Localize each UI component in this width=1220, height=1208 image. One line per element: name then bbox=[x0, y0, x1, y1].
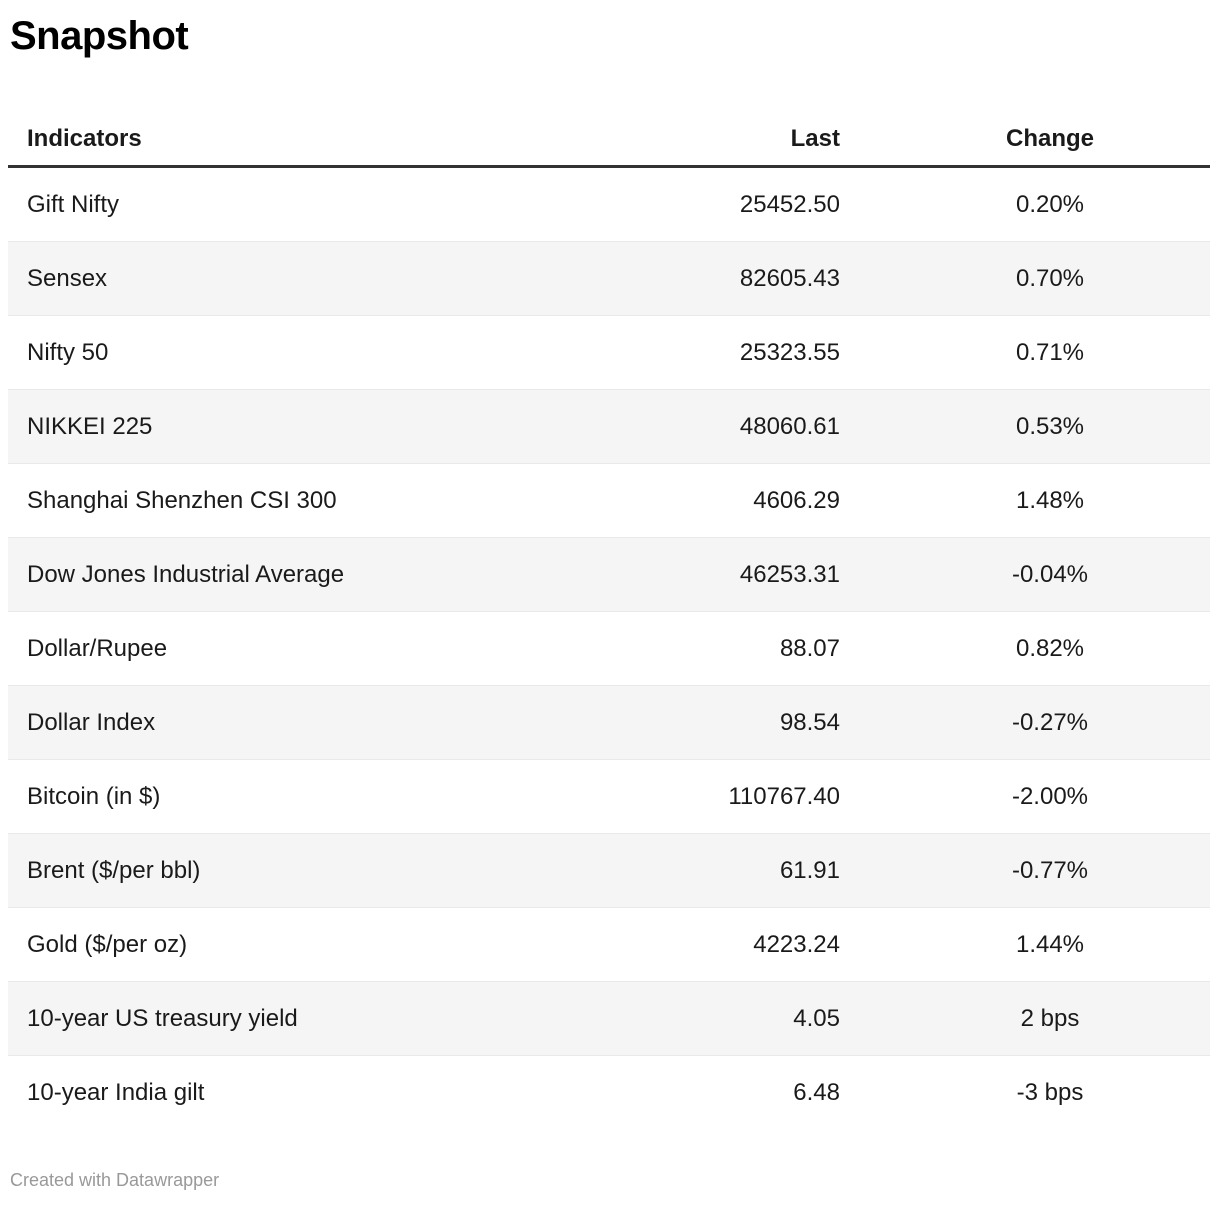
indicator-cell: Gift Nifty bbox=[27, 190, 120, 218]
change-cell: 0.20% bbox=[1015, 190, 1085, 218]
indicator-cell: Brent ($/per bbl) bbox=[27, 856, 201, 884]
table-row: Dollar Index 98.54 -0.27% bbox=[8, 686, 1210, 760]
last-cell: 4.05 bbox=[793, 1004, 840, 1032]
last-cell: 4606.29 bbox=[753, 486, 840, 514]
indicator-cell: Bitcoin (in $) bbox=[27, 782, 161, 810]
last-cell: 98.54 bbox=[779, 708, 840, 736]
table-row: Gold ($/per oz) 4223.24 1.44% bbox=[8, 908, 1210, 982]
table-row: Sensex 82605.43 0.70% bbox=[8, 242, 1210, 316]
change-cell: -0.77% bbox=[1011, 856, 1089, 884]
datawrapper-credit-link[interactable]: Created with Datawrapper bbox=[10, 1170, 220, 1190]
table-header-row: Indicators Last Change bbox=[8, 112, 1210, 168]
indicator-cell: Shanghai Shenzhen CSI 300 bbox=[27, 486, 337, 514]
page-title: Snapshot bbox=[10, 14, 189, 58]
indicator-cell: Nifty 50 bbox=[27, 338, 109, 366]
indicator-cell: Dollar Index bbox=[27, 708, 156, 736]
table-row: Brent ($/per bbl) 61.91 -0.77% bbox=[8, 834, 1210, 908]
indicator-cell: Sensex bbox=[27, 264, 108, 292]
table-row: Nifty 50 25323.55 0.71% bbox=[8, 316, 1210, 390]
column-header-indicators: Indicators bbox=[27, 124, 142, 152]
column-header-last: Last bbox=[790, 124, 840, 152]
change-cell: 0.82% bbox=[1015, 634, 1085, 662]
last-cell: 61.91 bbox=[779, 856, 840, 884]
indicator-cell: Dow Jones Industrial Average bbox=[27, 560, 345, 588]
table-row: Bitcoin (in $) 110767.40 -2.00% bbox=[8, 760, 1210, 834]
last-cell: 25323.55 bbox=[739, 338, 840, 366]
last-cell: 110767.40 bbox=[728, 782, 840, 810]
column-header-change: Change bbox=[1005, 124, 1094, 152]
last-cell: 88.07 bbox=[779, 634, 840, 662]
table-row: NIKKEI 225 48060.61 0.53% bbox=[8, 390, 1210, 464]
indicators-table: Indicators Last Change Gift Nifty 25452.… bbox=[8, 112, 1210, 1130]
last-cell: 6.48 bbox=[793, 1079, 840, 1106]
table-row: Shanghai Shenzhen CSI 300 4606.29 1.48% bbox=[8, 464, 1210, 538]
last-cell: 82605.43 bbox=[739, 264, 840, 292]
last-cell: 46253.31 bbox=[739, 560, 840, 588]
table-row: Dollar/Rupee 88.07 0.82% bbox=[8, 612, 1210, 686]
change-cell: 1.44% bbox=[1015, 930, 1085, 958]
table-row: 10-year India gilt 6.48 -3 bps bbox=[8, 1056, 1210, 1130]
indicator-cell: 10-year US treasury yield bbox=[27, 1004, 298, 1032]
change-cell: 0.53% bbox=[1015, 412, 1085, 440]
change-cell: 2 bps bbox=[1020, 1004, 1080, 1032]
indicator-cell: Gold ($/per oz) bbox=[27, 930, 188, 958]
last-cell: 48060.61 bbox=[739, 412, 840, 440]
change-cell: -2.00% bbox=[1011, 782, 1089, 810]
change-cell: 0.70% bbox=[1015, 264, 1085, 292]
change-cell: -0.04% bbox=[1011, 560, 1089, 588]
change-cell: -3 bps bbox=[1016, 1079, 1084, 1106]
table-row: Dow Jones Industrial Average 46253.31 -0… bbox=[8, 538, 1210, 612]
indicator-cell: Dollar/Rupee bbox=[27, 634, 168, 662]
table-row: 10-year US treasury yield 4.05 2 bps bbox=[8, 982, 1210, 1056]
change-cell: 1.48% bbox=[1015, 486, 1085, 514]
last-cell: 25452.50 bbox=[739, 190, 840, 218]
indicator-cell: NIKKEI 225 bbox=[27, 412, 153, 440]
change-cell: 0.71% bbox=[1015, 338, 1085, 366]
indicator-cell: 10-year India gilt bbox=[27, 1079, 205, 1106]
last-cell: 4223.24 bbox=[753, 930, 840, 958]
table-row: Gift Nifty 25452.50 0.20% bbox=[8, 168, 1210, 242]
change-cell: -0.27% bbox=[1011, 708, 1089, 736]
